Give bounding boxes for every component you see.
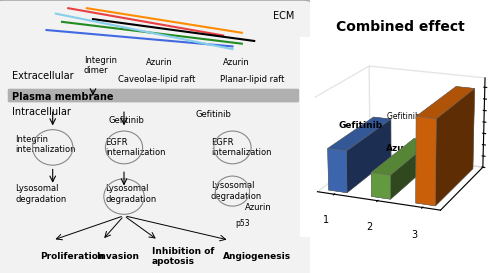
Text: Lysosomal
degradation: Lysosomal degradation bbox=[106, 184, 156, 204]
Title: Combined effect: Combined effect bbox=[336, 20, 464, 34]
Text: ECM: ECM bbox=[273, 11, 294, 21]
Text: Planar-lipid raft: Planar-lipid raft bbox=[220, 75, 284, 84]
Text: Lysosomal
degradation: Lysosomal degradation bbox=[211, 181, 262, 201]
Text: Lysosomal
degradation: Lysosomal degradation bbox=[16, 184, 67, 204]
Text: Azurin: Azurin bbox=[146, 58, 172, 67]
Text: Gefitinib: Gefitinib bbox=[108, 116, 144, 124]
Text: Extracellular: Extracellular bbox=[12, 72, 74, 81]
Text: Gefitinib: Gefitinib bbox=[196, 110, 231, 119]
FancyBboxPatch shape bbox=[0, 0, 316, 273]
Text: Plasma membrane: Plasma membrane bbox=[12, 92, 114, 102]
Text: Proliferation: Proliferation bbox=[40, 252, 104, 261]
Text: p53: p53 bbox=[236, 219, 250, 228]
Text: EGFR
internalization: EGFR internalization bbox=[211, 138, 272, 157]
Text: Integrin
internalization: Integrin internalization bbox=[16, 135, 76, 155]
Text: Integrin
dimer: Integrin dimer bbox=[84, 56, 116, 75]
Text: Inhibition of
apotosis: Inhibition of apotosis bbox=[152, 247, 214, 266]
Text: EGFR
internalization: EGFR internalization bbox=[106, 138, 166, 157]
Text: Azurin: Azurin bbox=[223, 58, 250, 67]
Text: Azurin: Azurin bbox=[245, 203, 272, 212]
Text: Angiogenesis: Angiogenesis bbox=[223, 252, 292, 261]
FancyBboxPatch shape bbox=[8, 89, 299, 102]
Text: Invasion: Invasion bbox=[96, 252, 139, 261]
Text: Intracellular: Intracellular bbox=[12, 107, 72, 117]
Text: Caveolae-lipid raft: Caveolae-lipid raft bbox=[118, 75, 195, 84]
